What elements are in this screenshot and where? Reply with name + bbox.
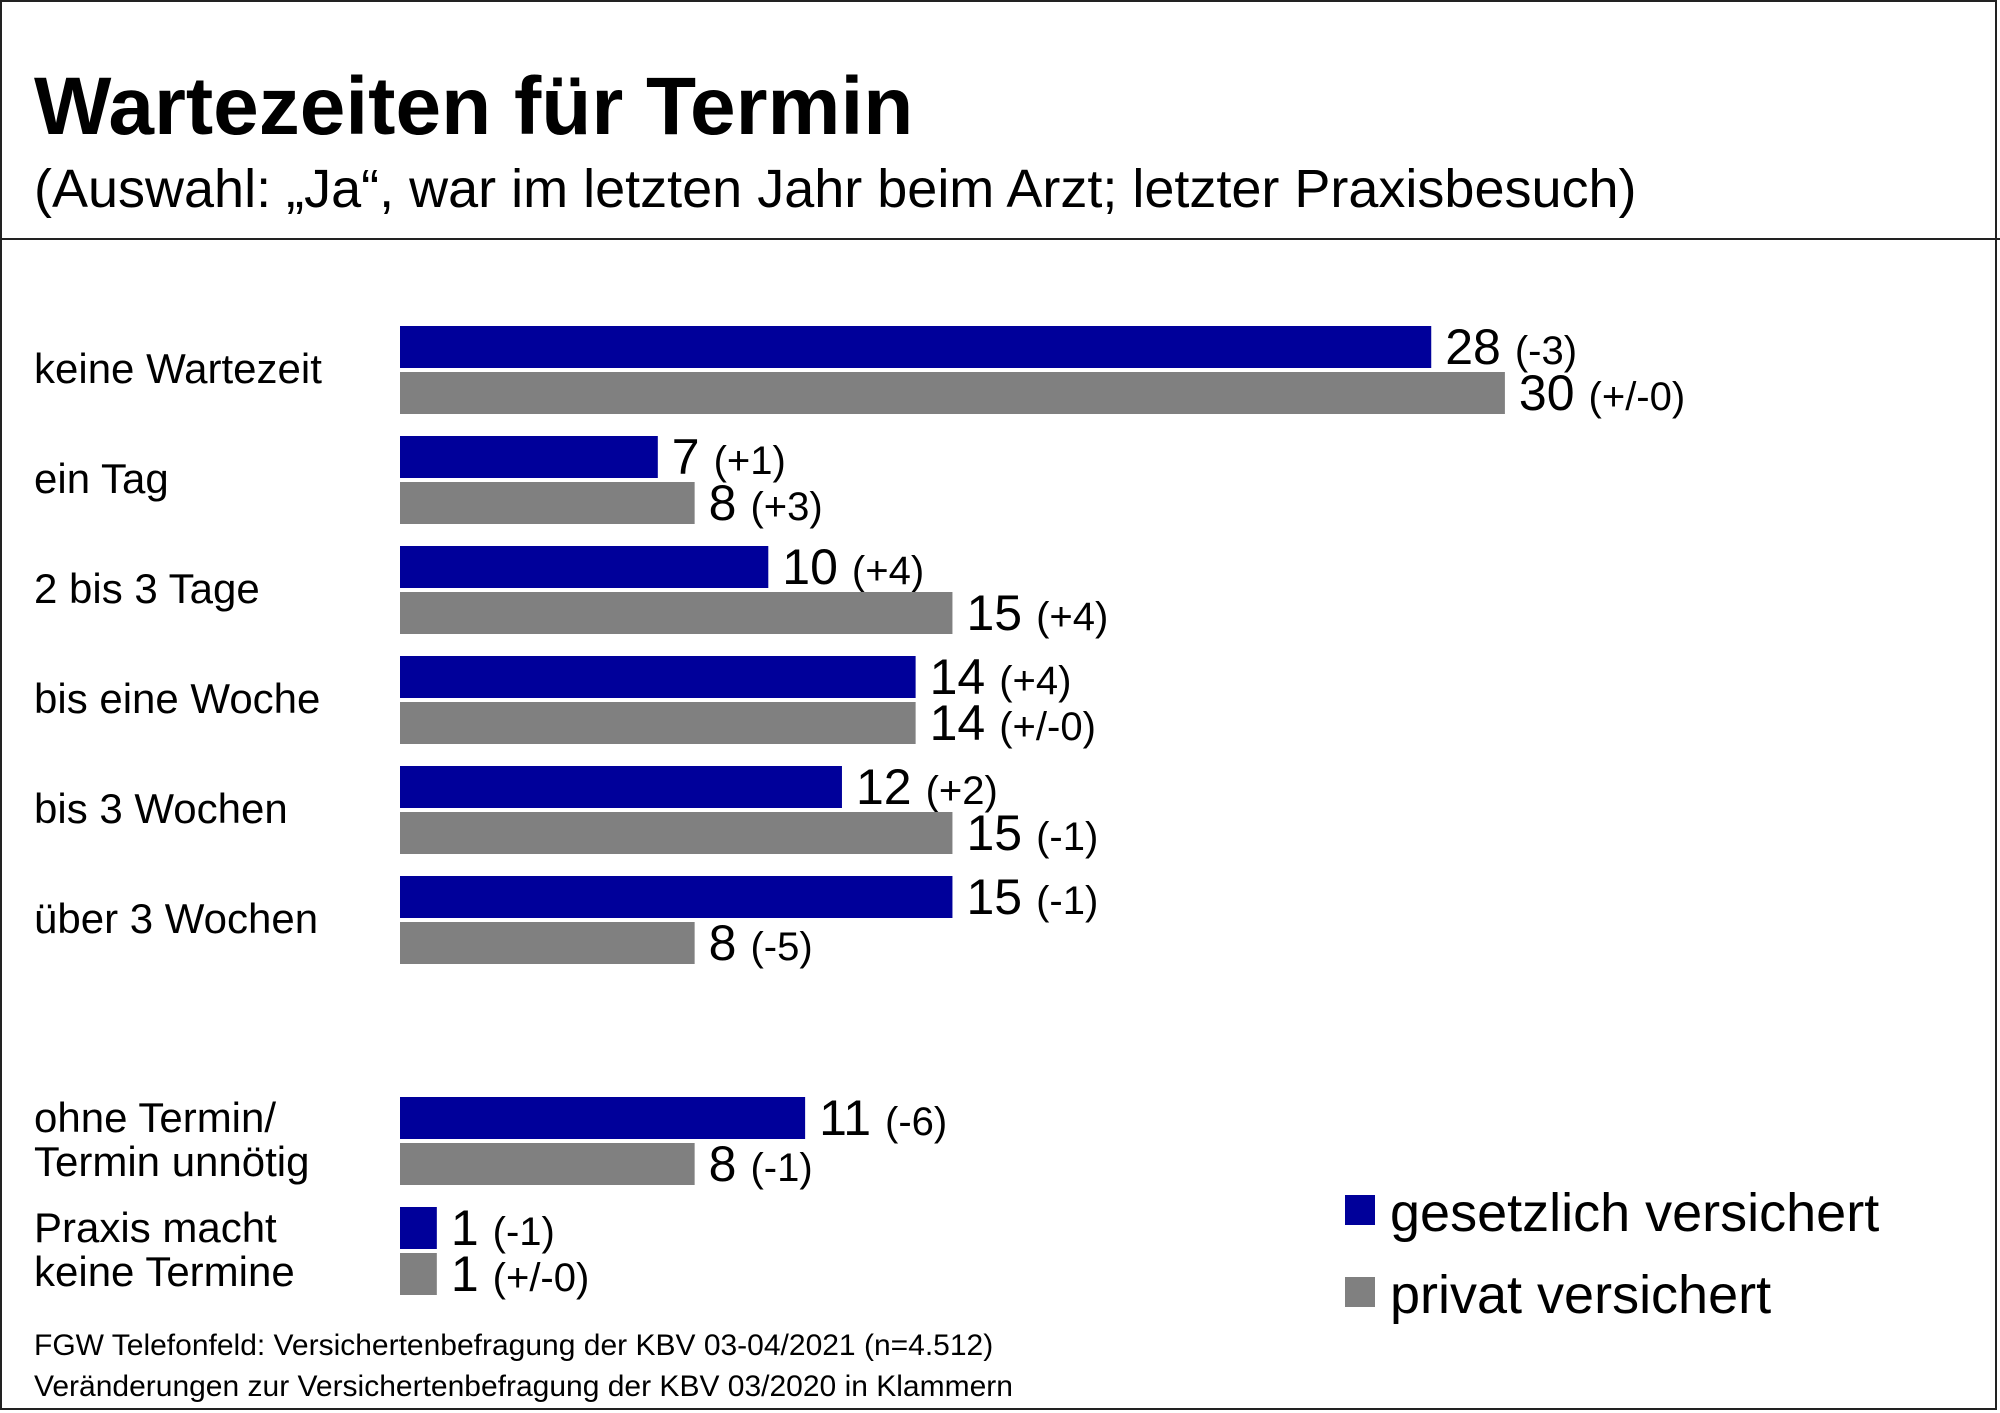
data-label: 11 (-6) [819, 1090, 947, 1146]
footer-note: Veränderungen zur Versichertenbefragung … [34, 1370, 1013, 1403]
bar-gesetzlich-versichert [400, 436, 658, 478]
category-label: bis 3 Wochen [34, 785, 288, 832]
data-label: 1 (+/-0) [451, 1246, 589, 1302]
data-label: 15 (+4) [966, 585, 1108, 641]
data-label: 28 (-3) [1445, 319, 1577, 375]
data-label: 15 (-1) [966, 805, 1098, 861]
category-label: ohne Termin/ [34, 1094, 276, 1141]
category-label: Praxis macht [34, 1204, 277, 1251]
data-label: 8 (-1) [709, 1136, 813, 1192]
category-label: über 3 Wochen [34, 895, 318, 942]
bar-gesetzlich-versichert [400, 656, 916, 698]
bar-privat-versichert [400, 372, 1505, 414]
category-label: Termin unnötig [34, 1138, 309, 1185]
bar-gesetzlich-versichert [400, 876, 953, 918]
data-label: 14 (+4) [930, 649, 1072, 705]
category-label: keine Termine [34, 1248, 295, 1295]
data-label: 10 (+4) [782, 539, 924, 595]
bar-privat-versichert [400, 812, 953, 854]
chart-subtitle: (Auswahl: „Ja“, war im letzten Jahr beim… [34, 159, 1637, 219]
bar-privat-versichert [400, 482, 695, 524]
bar-privat-versichert [400, 592, 953, 634]
data-label: 7 (+1) [672, 429, 786, 485]
data-label: 30 (+/-0) [1519, 365, 1685, 421]
bar-privat-versichert [400, 1253, 437, 1295]
legend-label-privat: privat versichert [1390, 1265, 1772, 1325]
category-label: ein Tag [34, 455, 169, 502]
chart-title: Wartezeiten für Termin [34, 61, 914, 152]
bar-gesetzlich-versichert [400, 1207, 437, 1249]
legend-label-gesetzlich: gesetzlich versichert [1390, 1183, 1880, 1243]
category-label: keine Wartezeit [34, 345, 322, 392]
bar-gesetzlich-versichert [400, 546, 769, 588]
data-label: 12 (+2) [856, 759, 998, 815]
data-label: 1 (-1) [451, 1200, 555, 1256]
header-divider [0, 238, 2000, 240]
bar-privat-versichert [400, 1143, 695, 1185]
data-label: 8 (-5) [709, 915, 813, 971]
bar-gesetzlich-versichert [400, 1097, 806, 1139]
data-label: 8 (+3) [709, 475, 823, 531]
bar-gesetzlich-versichert [400, 326, 1432, 368]
category-label: 2 bis 3 Tage [34, 565, 260, 612]
legend-swatch-gesetzlich [1345, 1195, 1375, 1225]
bar-gesetzlich-versichert [400, 766, 842, 808]
footer-source: FGW Telefonfeld: Versichertenbefragung d… [34, 1329, 994, 1362]
data-label: 14 (+/-0) [930, 695, 1096, 751]
category-label: bis eine Woche [34, 675, 320, 722]
data-label: 15 (-1) [966, 869, 1098, 925]
bar-privat-versichert [400, 702, 916, 744]
bar-privat-versichert [400, 922, 695, 964]
legend-swatch-privat [1345, 1277, 1375, 1307]
